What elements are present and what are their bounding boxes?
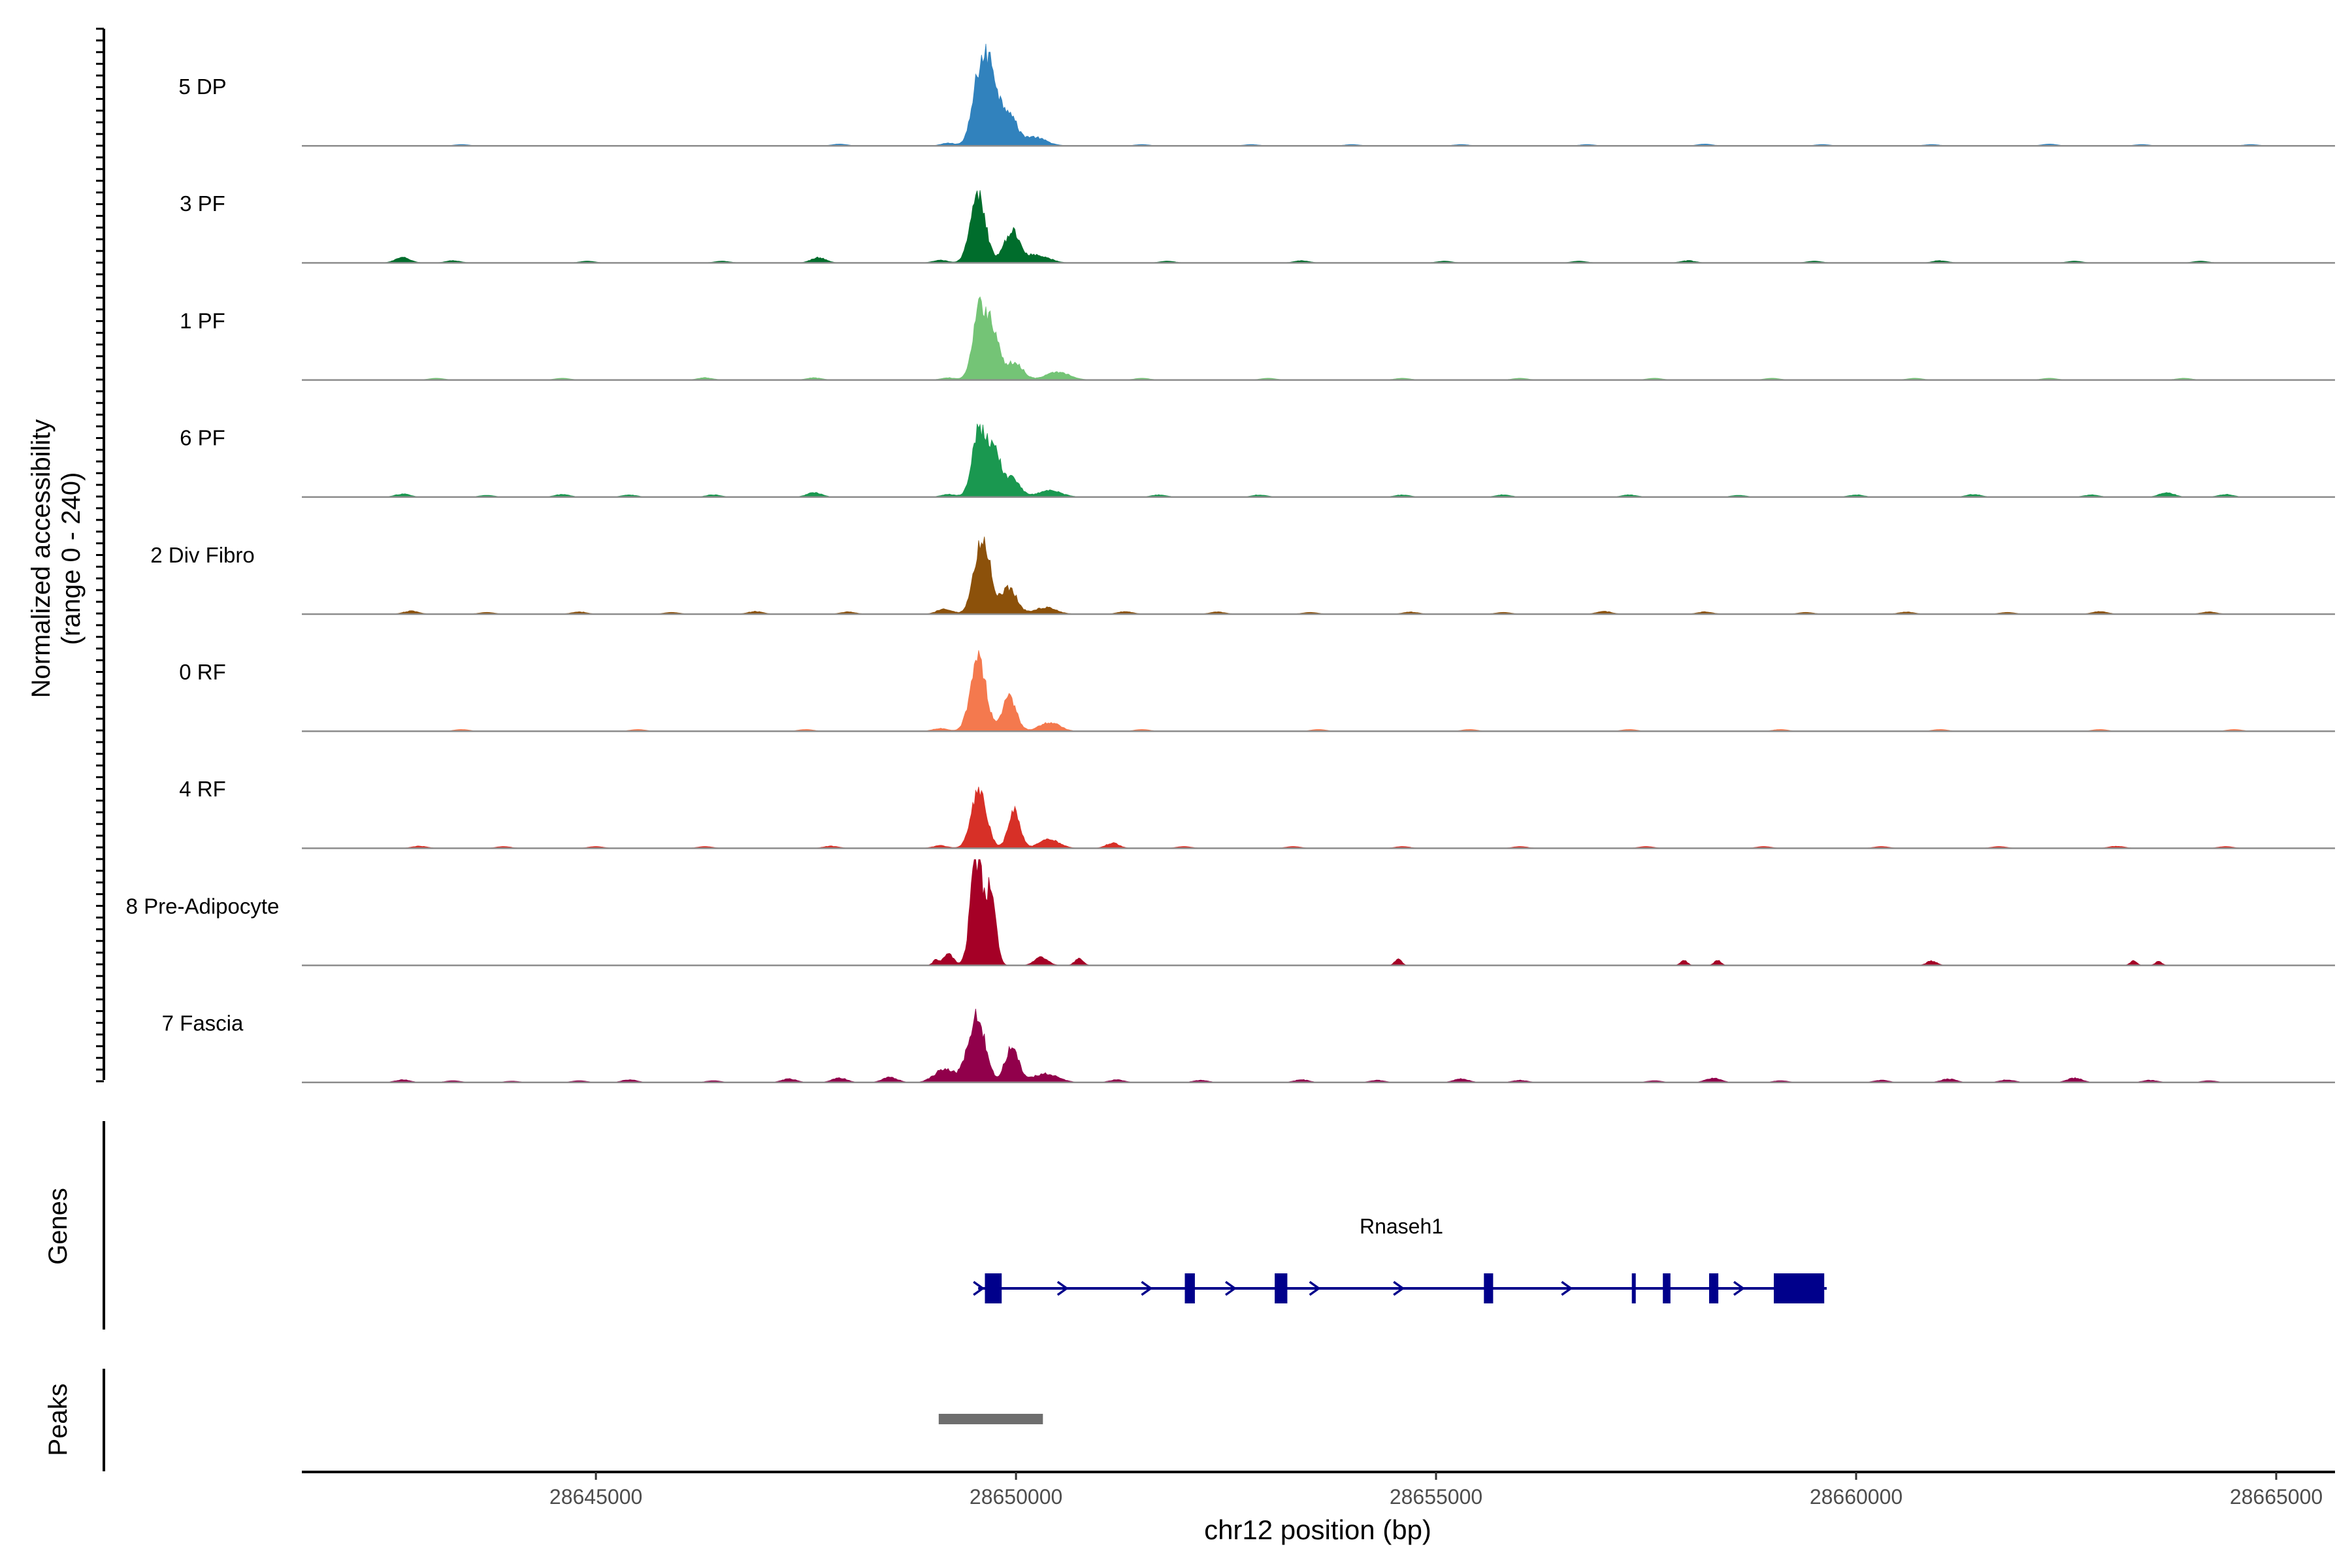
track-8-pre-adipocyte: 8 Pre-Adipocyte [126, 859, 2335, 966]
x-tick-label: 28645000 [549, 1485, 642, 1509]
strand-arrow [1141, 1281, 1153, 1296]
x-tick-label: 28650000 [970, 1485, 1062, 1509]
coverage-area-5-dp [302, 44, 2335, 146]
x-tick-label: 28655000 [1390, 1485, 1482, 1509]
strand-arrow [1309, 1281, 1321, 1296]
coverage-y-axis-ticks [96, 27, 104, 1083]
y-axis-title: Normalized accessibility (range 0 - 240) [27, 419, 86, 698]
track-label: 1 PF [180, 308, 225, 333]
track-label: 5 DP [178, 74, 226, 99]
coverage-area-2-div-fibro [302, 536, 2335, 615]
coverage-area-6-pf [302, 423, 2335, 498]
strand-arrow [973, 1281, 985, 1296]
track-0-rf: 0 RF [179, 650, 2335, 732]
track-5-dp: 5 DP [178, 44, 2335, 147]
x-axis-title: chr12 position (bp) [1204, 1514, 1431, 1545]
track-label: 7 Fascia [162, 1011, 244, 1036]
x-axis-ticks: 28645000 28650000 28655000 28660000 28665000 [549, 1472, 2323, 1509]
gene-exon [1774, 1273, 1825, 1303]
track-3-pf: 3 PF [180, 190, 2335, 264]
gene-exon [1184, 1273, 1195, 1303]
track-label: 8 Pre-Adipocyte [126, 894, 280, 918]
strand-arrow [1733, 1281, 1746, 1296]
peaks-track-label: Peaks [44, 1383, 73, 1456]
x-tick-label: 28660000 [1810, 1485, 1903, 1509]
genes-track: Rnaseh1 [973, 1215, 1827, 1303]
track-label: 0 RF [179, 660, 226, 684]
track-label: 6 PF [180, 426, 225, 450]
track-label: 3 PF [180, 191, 225, 216]
peak-region [938, 1414, 1043, 1424]
strand-arrow [1224, 1281, 1237, 1296]
track-7-fascia: 7 Fascia [162, 1009, 2335, 1084]
y-axis-title-line1: Normalized accessibility [27, 419, 56, 698]
strand-arrow [1056, 1281, 1069, 1296]
track-2-div-fibro: 2 Div Fibro [150, 536, 2335, 615]
gene-exon [1663, 1273, 1671, 1303]
gene-label-rnaseh1: Rnaseh1 [1360, 1215, 1443, 1238]
coverage-area-0-rf [302, 650, 2335, 732]
coverage-area-3-pf [302, 190, 2335, 263]
gene-exon [1275, 1273, 1288, 1303]
coverage-area-1-pf [302, 296, 2335, 380]
gene-exon [1631, 1273, 1636, 1303]
coverage-tracks: 5 DP 3 PF 1 PF 6 PF 2 Div Fibro 0 RF 4 RF 8 Pre… [126, 44, 2335, 1084]
strand-arrow [1561, 1281, 1573, 1296]
gene-exon [985, 1273, 1002, 1303]
x-tick-label: 28665000 [2230, 1485, 2323, 1509]
track-label: 4 RF [179, 777, 226, 801]
genes-track-label: Genes [44, 1188, 73, 1265]
strand-arrow [1393, 1281, 1405, 1296]
y-axis-title-line2: (range 0 - 240) [57, 472, 86, 645]
track-6-pf: 6 PF [180, 423, 2335, 498]
coverage-area-7-fascia [302, 1009, 2335, 1083]
coverage-area-8-pre-adipocyte [302, 859, 2335, 966]
track-label: 2 Div Fibro [150, 543, 255, 567]
track-1-pf: 1 PF [180, 296, 2335, 381]
track-4-rf: 4 RF [179, 777, 2335, 849]
peaks-track [938, 1414, 1043, 1424]
gene-exon [1484, 1273, 1494, 1303]
gene-exon [1709, 1273, 1719, 1303]
coverage-area-4-rf [302, 787, 2335, 849]
